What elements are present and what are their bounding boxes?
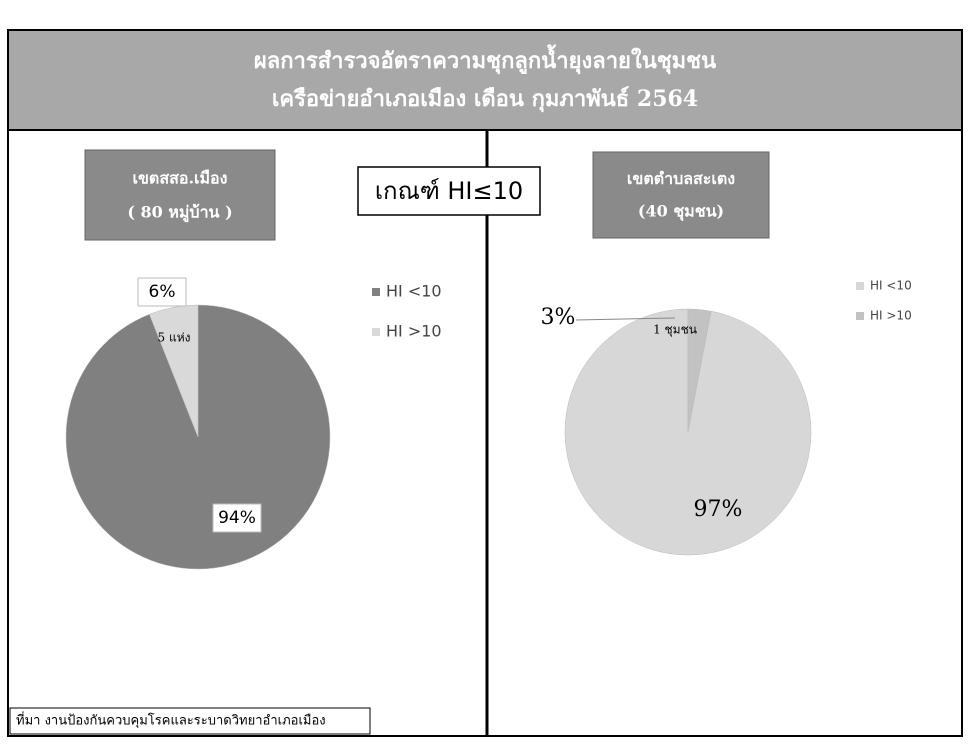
legend-swatch: [372, 288, 380, 296]
value-label: 94%: [218, 508, 256, 528]
group-title: เขตตำบลสะเตง: [627, 169, 735, 188]
group-box: [84, 149, 276, 241]
legend-label: HI <10: [870, 279, 912, 293]
criterion-box: [357, 166, 541, 216]
leader-line: [575, 317, 676, 321]
legend-swatch: [856, 312, 864, 320]
annotation: 5 แห่ง: [158, 331, 191, 345]
value-label: 3%: [541, 305, 576, 330]
group-title: เขตสสอ.เมือง: [133, 168, 228, 187]
group-box: [592, 151, 770, 239]
header-band: [7, 29, 963, 131]
legend-label: HI >10: [386, 322, 442, 341]
group-title: ( 80 หมู่บ้าน ): [127, 203, 232, 224]
legend-swatch: [856, 282, 864, 290]
source-box: [9, 707, 371, 735]
criterion: เกณฑ์ HI≤10: [375, 177, 523, 205]
pie-slice: [149, 304, 199, 438]
header-title: ผลการสำรวจอัตราความชุกลูกน้ำยุงลายในชุมช…: [254, 44, 716, 75]
legend-swatch: [372, 328, 380, 336]
legend-label: HI <10: [386, 282, 442, 301]
header-title: เครือข่ายอำเภอเมือง เดือน กุมภาพันธ์ 256…: [272, 86, 698, 113]
legend-label: HI >10: [870, 309, 912, 323]
annotation: 1 ชุมชน: [653, 323, 697, 338]
label-box: [137, 277, 187, 307]
label-box: [212, 503, 262, 533]
value-label: 97%: [694, 497, 743, 522]
source: ที่มา งานป้องกันควบคุมโรคและระบาดวิทยาอำ…: [16, 712, 326, 729]
group-title: (40 ชุมชน): [638, 202, 724, 222]
pie-slice: [687, 308, 712, 433]
value-label: 6%: [149, 282, 176, 302]
